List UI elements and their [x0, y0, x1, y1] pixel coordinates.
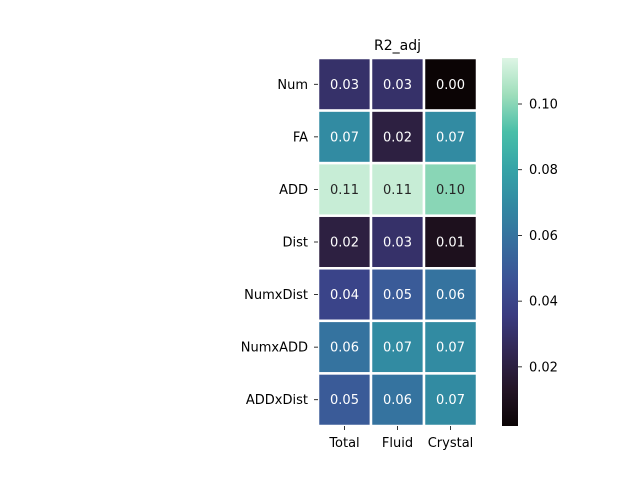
colorbar-tick-label: 0.02: [529, 360, 558, 375]
cell-value-label: 0.06: [383, 393, 412, 408]
cell-value-label: 0.05: [383, 288, 412, 303]
y-tick-label: NumxDist: [244, 288, 308, 303]
cell-value-label: 0.00: [436, 78, 465, 93]
cell-value-label: 0.03: [383, 78, 412, 93]
cell-value-label: 0.06: [436, 288, 465, 303]
cell-value-label: 0.05: [330, 393, 359, 408]
x-tick-label: Crystal: [428, 436, 474, 451]
colorbar-tick-label: 0.08: [529, 163, 558, 178]
colorbar-tick-label: 0.06: [529, 229, 558, 244]
cell-value-label: 0.10: [436, 183, 465, 198]
colorbar-gradient: [502, 58, 518, 426]
y-tick-label: ADDxDist: [246, 393, 308, 408]
cell-value-label: 0.07: [436, 393, 465, 408]
cell-value-label: 0.01: [436, 236, 465, 251]
cell-value-label: 0.07: [383, 341, 412, 356]
heatmap-cell: [369, 161, 426, 217]
cell-value-label: 0.06: [330, 341, 359, 356]
cell-value-label: 0.11: [330, 183, 359, 198]
heatmap-cells: [316, 56, 479, 428]
chart-title: R2_adj: [374, 38, 421, 54]
heatmap-cell: [422, 109, 479, 165]
heatmap-cell: [369, 372, 426, 428]
y-tick-label: NumxADD: [241, 341, 308, 356]
colorbar: 0.02 0.04 0.06 0.08 0.10: [502, 58, 558, 426]
heatmap-cell: [422, 214, 479, 270]
x-tick-label: Fluid: [382, 436, 413, 451]
y-tick-label: Dist: [283, 236, 309, 251]
y-axis: Num FA ADD Dist NumxDist NumxADD ADDxDist: [241, 78, 318, 408]
heatmap-cell: [316, 372, 373, 428]
cell-value-label: 0.03: [330, 78, 359, 93]
y-tick-label: FA: [293, 130, 308, 145]
colorbar-tick-label: 0.04: [529, 295, 558, 310]
cell-value-label: 0.03: [383, 236, 412, 251]
y-tick-label: ADD: [279, 183, 308, 198]
heatmap-cell: [369, 319, 426, 375]
y-tick-label: Num: [277, 78, 308, 93]
cell-value-label: 0.02: [330, 236, 359, 251]
cell-value-label: 0.04: [330, 288, 359, 303]
colorbar-tick-label: 0.10: [529, 98, 558, 113]
cell-value-label: 0.07: [436, 341, 465, 356]
cell-value-label: 0.02: [383, 130, 412, 145]
cell-value-label: 0.07: [330, 130, 359, 145]
cell-value-label: 0.11: [383, 183, 412, 198]
cell-value-labels: 0.03 0.03 0.00 0.07 0.02 0.07 0.11 0.11 0.10 0.02…: [330, 78, 465, 408]
x-axis: Total Fluid Crystal: [328, 426, 473, 451]
x-tick-label: Total: [328, 436, 359, 451]
cell-value-label: 0.07: [436, 130, 465, 145]
